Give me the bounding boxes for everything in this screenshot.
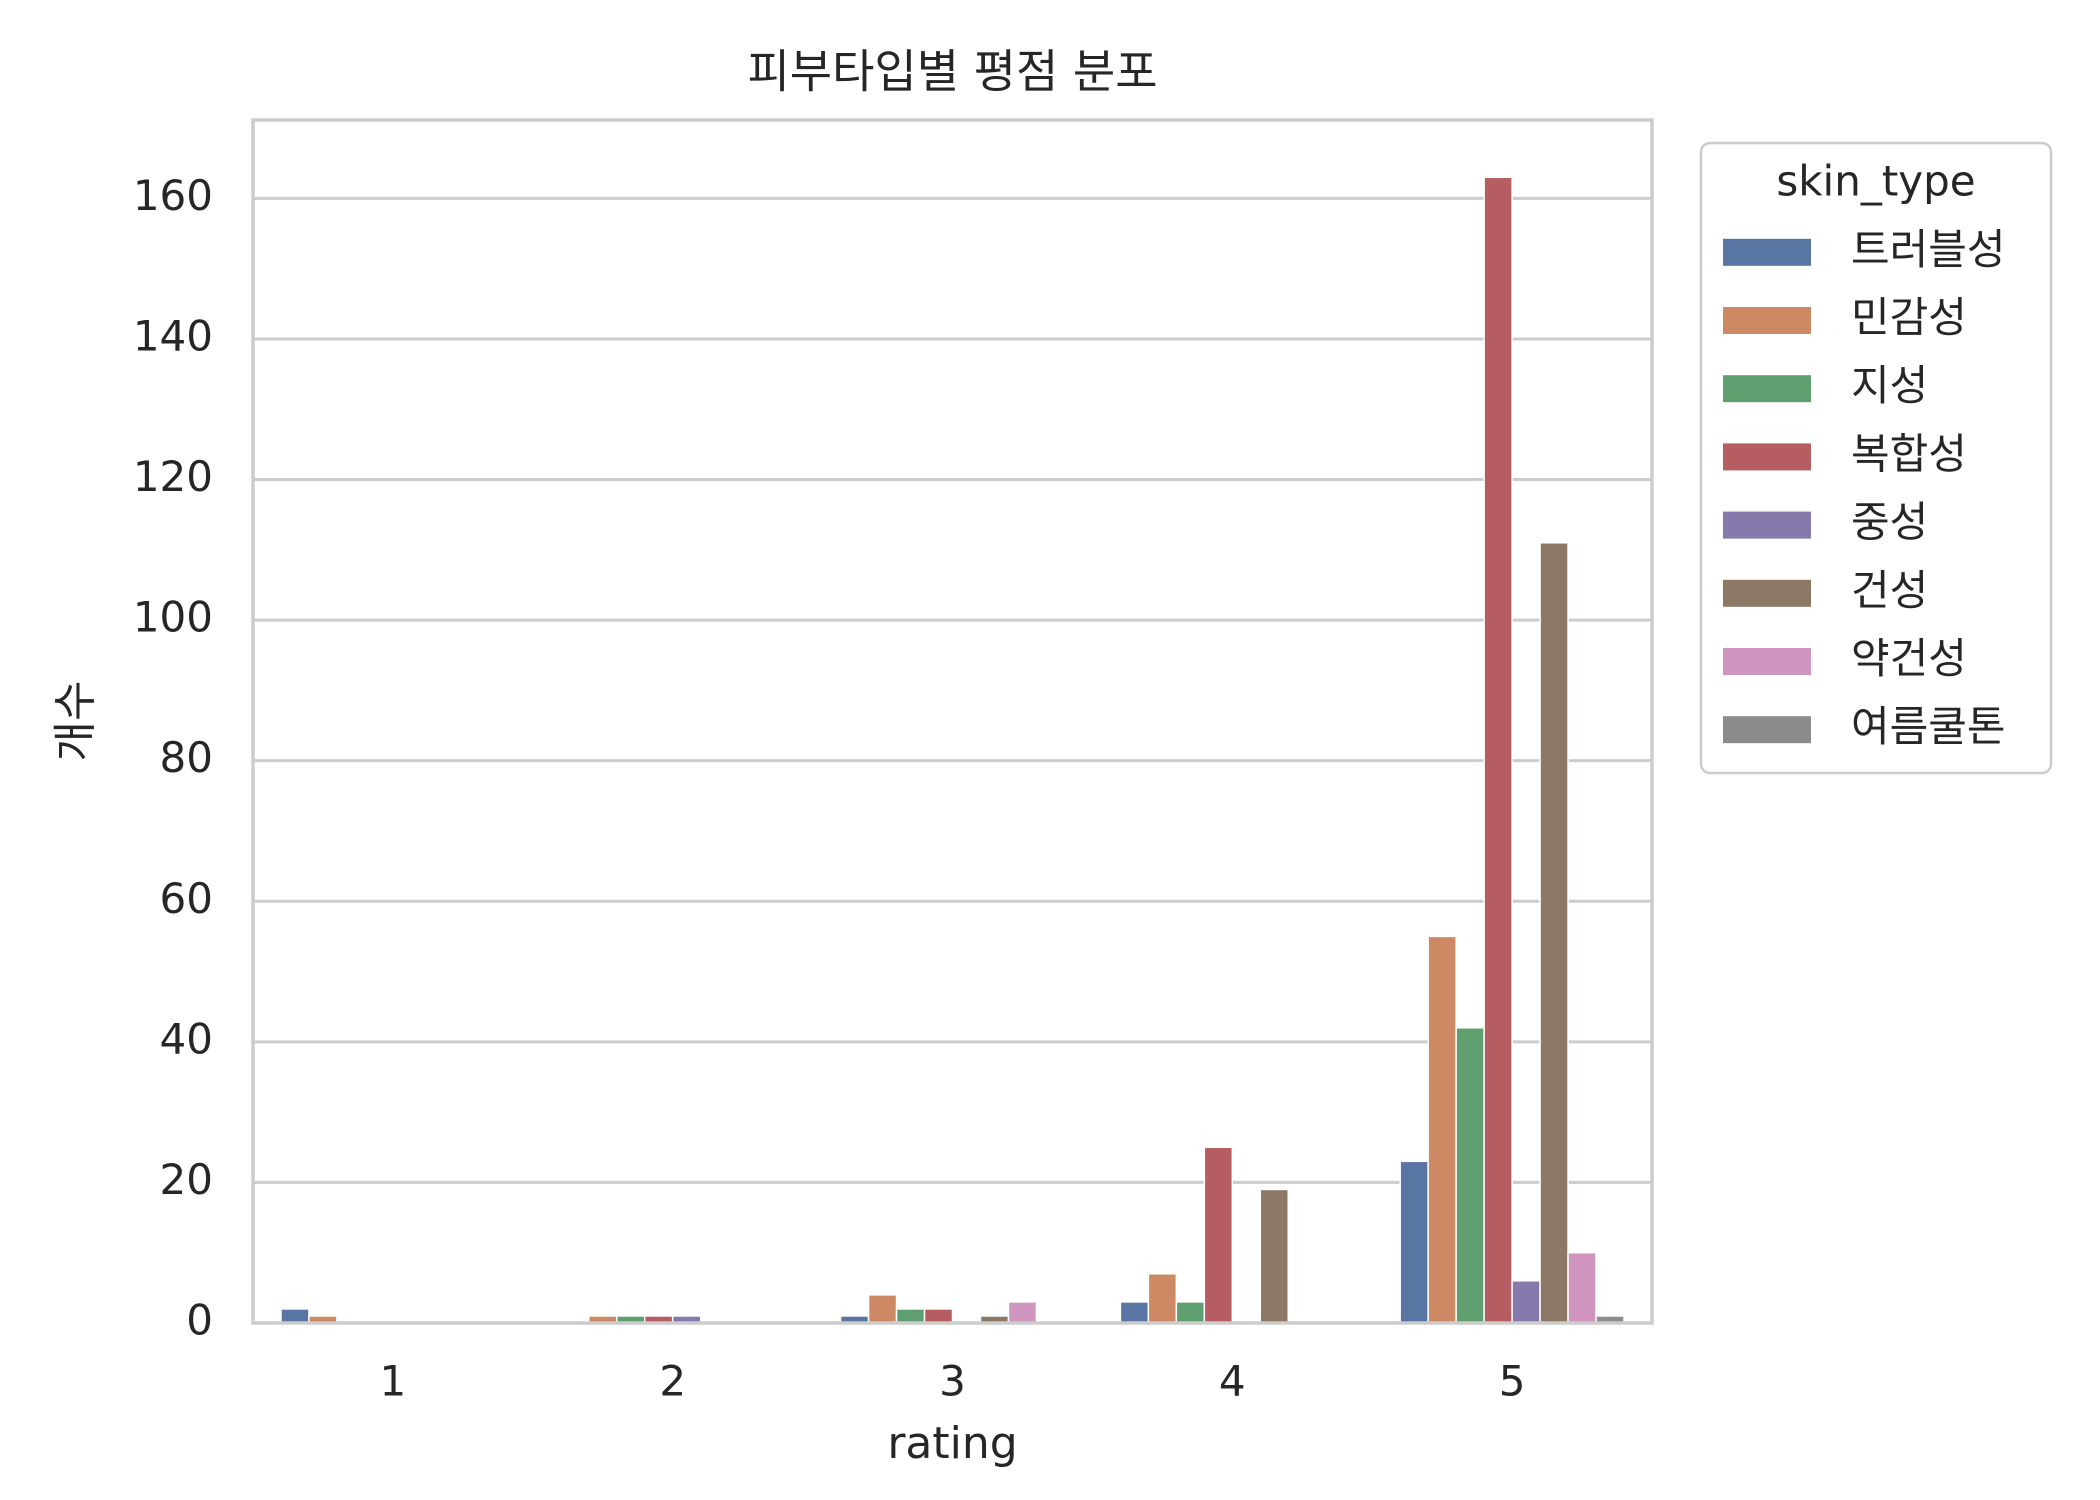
legend-label: 트러블성 [1851,225,2006,274]
legend-label: 여름쿨톤 [1851,702,2006,751]
legend-label: 복합성 [1851,429,1967,478]
x-tick-label: 2 [659,1357,686,1406]
y-tick-label: 60 [160,874,213,923]
legend-label: 지성 [1851,361,1928,410]
legend-swatch [1723,239,1811,266]
y-tick-label: 120 [133,452,213,501]
legend-swatch [1723,443,1811,470]
legend-title: skin_type [1776,157,1975,206]
legend-swatch [1723,648,1811,675]
y-axis-label: 개수 [50,681,101,762]
bar [1540,543,1568,1323]
x-tick-label: 3 [939,1357,966,1406]
y-tick-label: 20 [160,1155,213,1204]
legend-label: 약건성 [1851,634,1967,683]
bar [1484,177,1512,1323]
bar [1008,1302,1036,1323]
bar [1204,1147,1232,1323]
x-tick-label: 4 [1219,1357,1246,1406]
bar [1260,1189,1288,1323]
bar [1400,1161,1428,1323]
legend-swatch [1723,375,1811,402]
bar [1148,1274,1176,1323]
bar [1428,936,1456,1323]
bar [1120,1302,1148,1323]
y-tick-label: 0 [186,1296,213,1345]
y-tick-label: 160 [133,171,213,220]
legend-swatch [1723,307,1811,334]
plot-area [253,120,1652,1323]
y-tick-label: 100 [133,593,213,642]
bar [869,1295,897,1323]
bar [1176,1302,1204,1323]
y-tick-label: 80 [160,733,213,782]
y-tick-label: 140 [133,311,213,360]
legend-label: 민감성 [1851,293,1967,342]
bar [1568,1253,1596,1323]
legend-swatch [1723,512,1811,539]
legend-label: 건성 [1851,566,1928,615]
x-tick-label: 5 [1499,1357,1526,1406]
x-tick-label: 1 [380,1357,407,1406]
legend-swatch [1723,580,1811,607]
x-axis-label: rating [887,1418,1017,1469]
legend-label: 중성 [1851,498,1928,547]
chart-title: 피부타입별 평점 분포 [747,45,1157,99]
bar [1512,1281,1540,1323]
bar [897,1309,925,1323]
legend-swatch [1723,716,1811,743]
bar [925,1309,953,1323]
bar [1456,1028,1484,1323]
y-tick-label: 40 [160,1014,213,1063]
bar [281,1309,309,1323]
